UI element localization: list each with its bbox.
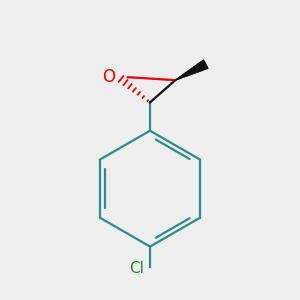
Text: O: O [102, 68, 115, 85]
Text: Cl: Cl [129, 261, 144, 276]
